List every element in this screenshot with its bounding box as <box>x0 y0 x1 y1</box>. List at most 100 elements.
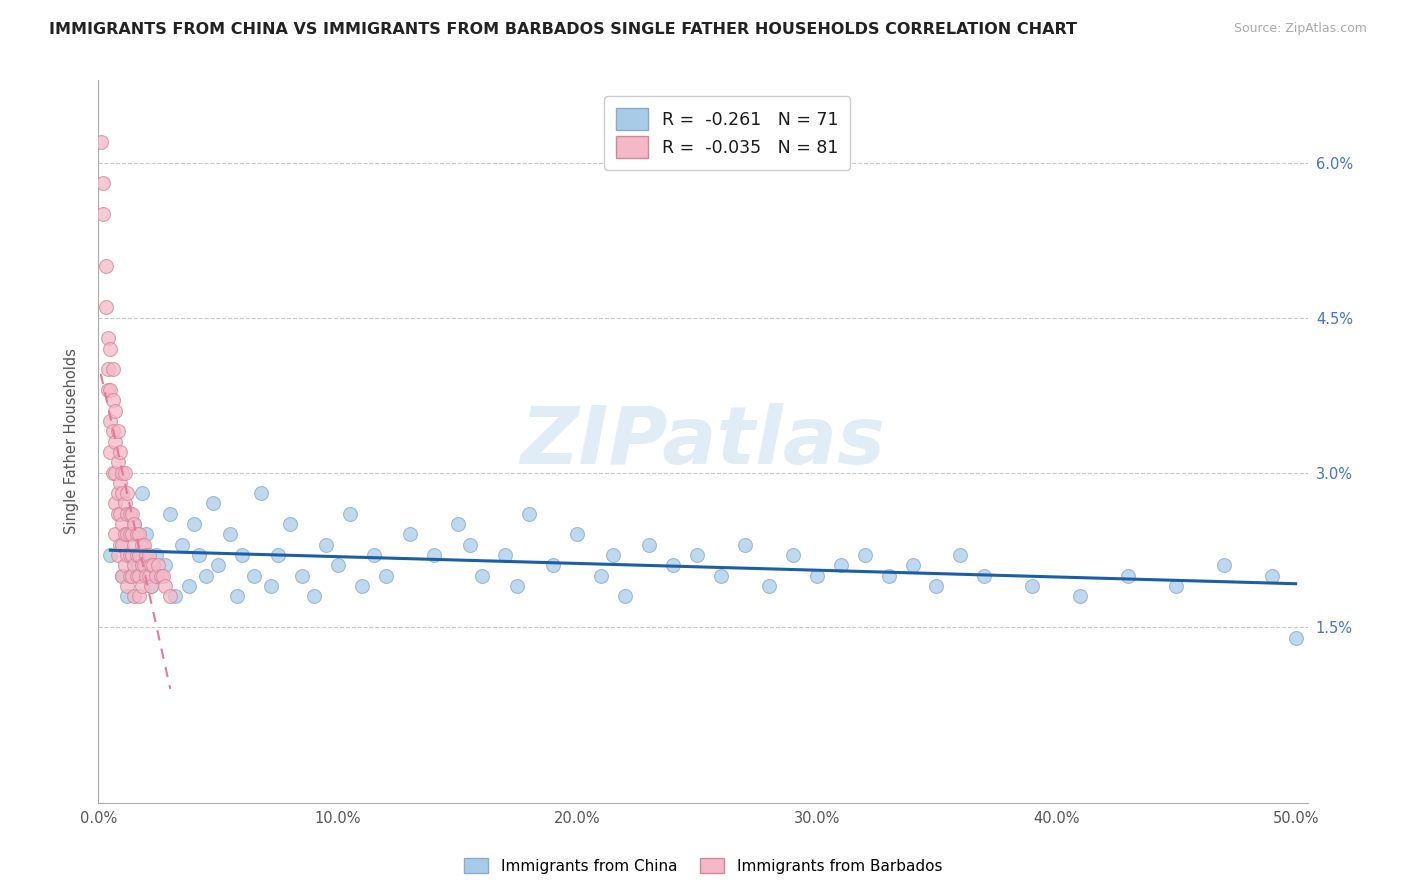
Point <box>131 538 153 552</box>
Point <box>115 548 138 562</box>
Point <box>163 590 186 604</box>
Point <box>111 568 134 582</box>
Point <box>132 558 155 573</box>
Point <box>260 579 283 593</box>
Point <box>104 496 127 510</box>
Point <box>202 496 225 510</box>
Point <box>350 579 373 593</box>
Point <box>519 507 541 521</box>
Point <box>495 548 517 562</box>
Point <box>686 548 709 562</box>
Point <box>124 517 146 532</box>
Point <box>108 507 131 521</box>
Point <box>125 548 148 562</box>
Point <box>278 517 301 532</box>
Point <box>111 538 134 552</box>
Point <box>243 568 266 582</box>
Point <box>131 558 153 573</box>
Point <box>901 558 924 573</box>
Point <box>114 496 136 510</box>
Point <box>118 507 141 521</box>
Point <box>94 301 117 315</box>
Point <box>118 548 141 562</box>
Point <box>124 517 146 532</box>
Point <box>104 434 127 449</box>
Point <box>101 466 124 480</box>
Point <box>806 568 828 582</box>
Point <box>422 548 444 562</box>
Legend: Immigrants from China, Immigrants from Barbados: Immigrants from China, Immigrants from B… <box>458 852 948 880</box>
Point <box>135 527 157 541</box>
Point <box>148 558 170 573</box>
Point <box>267 548 290 562</box>
Point <box>543 558 565 573</box>
Point <box>108 538 131 552</box>
Point <box>138 548 160 562</box>
Point <box>159 590 181 604</box>
Point <box>302 590 325 604</box>
Point <box>114 558 136 573</box>
Point <box>315 538 337 552</box>
Legend: R =  -0.261   N = 71, R =  -0.035   N = 81: R = -0.261 N = 71, R = -0.035 N = 81 <box>605 96 851 169</box>
Point <box>226 590 249 604</box>
Point <box>339 507 361 521</box>
Point <box>250 486 273 500</box>
Point <box>142 558 165 573</box>
Point <box>125 568 148 582</box>
Point <box>145 548 167 562</box>
Point <box>100 342 122 356</box>
Point <box>135 548 157 562</box>
Point <box>108 445 131 459</box>
Point <box>91 177 114 191</box>
Point <box>124 558 146 573</box>
Point <box>135 568 157 582</box>
Point <box>219 527 242 541</box>
Text: ZIPatlas: ZIPatlas <box>520 402 886 481</box>
Point <box>94 259 117 273</box>
Point <box>139 579 162 593</box>
Point <box>111 486 134 500</box>
Point <box>446 517 468 532</box>
Point <box>374 568 396 582</box>
Point <box>458 538 481 552</box>
Point <box>97 331 120 345</box>
Point <box>139 558 162 573</box>
Point <box>470 568 492 582</box>
Point <box>115 507 138 521</box>
Point <box>1116 568 1139 582</box>
Point <box>145 568 167 582</box>
Point <box>125 558 148 573</box>
Text: Source: ZipAtlas.com: Source: ZipAtlas.com <box>1233 22 1367 36</box>
Point <box>188 548 211 562</box>
Point <box>734 538 756 552</box>
Point <box>121 548 143 562</box>
Point <box>114 527 136 541</box>
Point <box>132 538 155 552</box>
Point <box>111 466 134 480</box>
Point <box>100 414 122 428</box>
Point <box>195 568 218 582</box>
Point <box>398 527 420 541</box>
Point <box>1212 558 1234 573</box>
Point <box>128 568 150 582</box>
Point <box>152 568 174 582</box>
Point <box>100 548 122 562</box>
Point <box>101 393 124 408</box>
Point <box>179 579 201 593</box>
Point <box>111 517 134 532</box>
Point <box>830 558 852 573</box>
Point <box>111 568 134 582</box>
Point <box>159 507 181 521</box>
Point <box>363 548 385 562</box>
Point <box>1164 579 1187 593</box>
Point <box>138 568 160 582</box>
Point <box>91 207 114 221</box>
Point <box>853 548 876 562</box>
Point <box>207 558 229 573</box>
Point <box>118 568 141 582</box>
Point <box>124 590 146 604</box>
Point <box>877 568 900 582</box>
Point <box>602 548 624 562</box>
Point <box>100 383 122 397</box>
Point <box>104 403 127 417</box>
